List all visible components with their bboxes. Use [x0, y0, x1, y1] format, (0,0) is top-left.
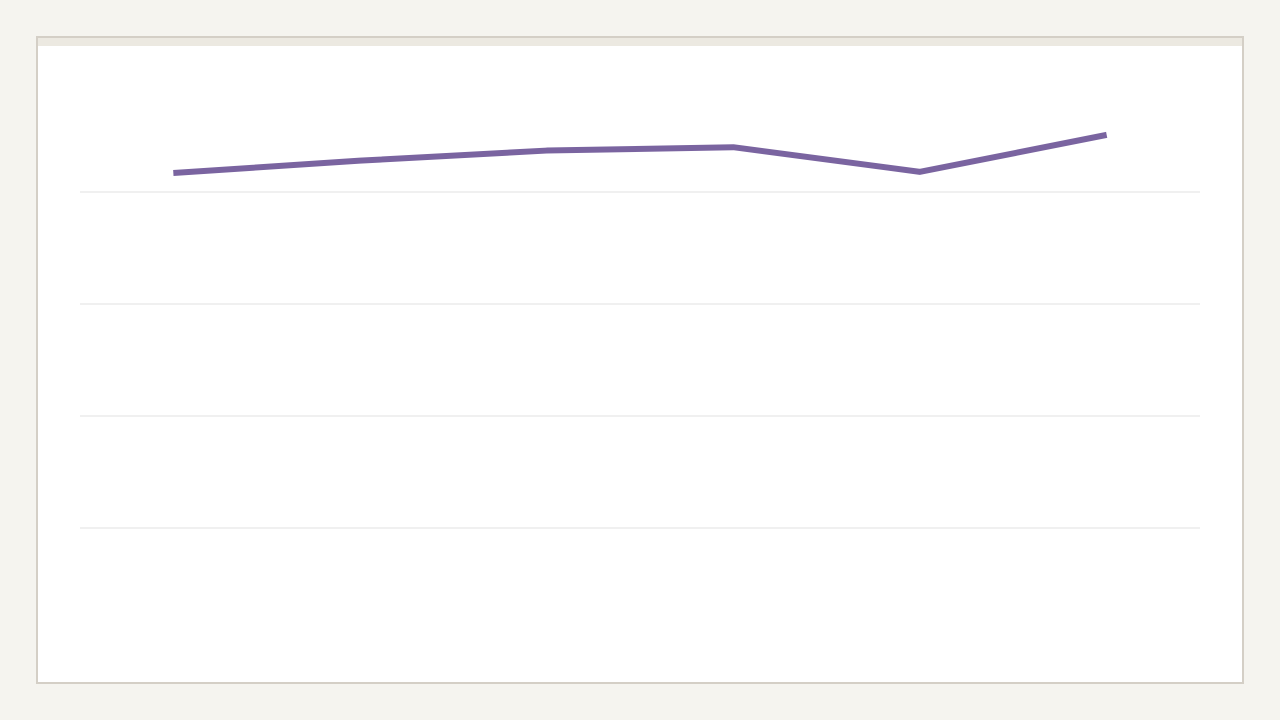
- chart-card: [36, 36, 1244, 684]
- data-line: [173, 131, 1108, 176]
- card-header-strip: [38, 38, 1242, 46]
